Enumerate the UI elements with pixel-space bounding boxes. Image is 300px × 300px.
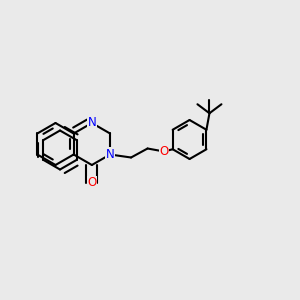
Text: O: O <box>87 176 97 189</box>
Text: N: N <box>88 116 96 130</box>
Text: N: N <box>106 148 114 161</box>
Text: O: O <box>159 145 169 158</box>
